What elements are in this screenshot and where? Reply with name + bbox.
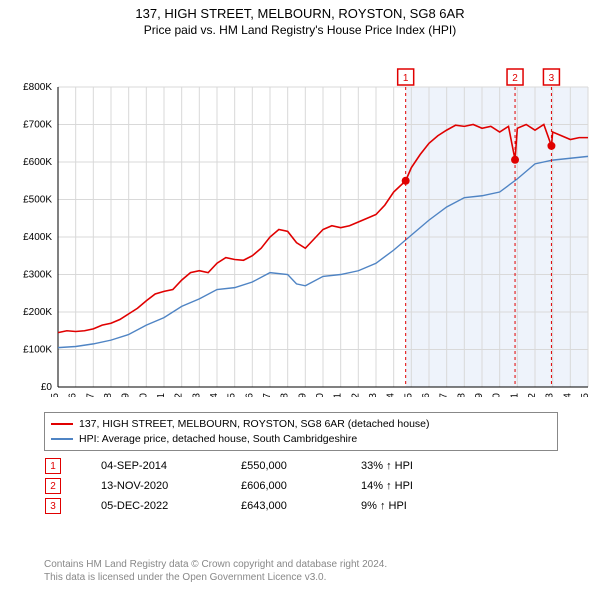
legend-swatch <box>51 423 73 425</box>
svg-text:2004: 2004 <box>209 393 220 397</box>
svg-text:2014: 2014 <box>386 393 397 397</box>
svg-text:£100K: £100K <box>23 345 52 356</box>
svg-text:2001: 2001 <box>156 393 167 397</box>
legend: 137, HIGH STREET, MELBOURN, ROYSTON, SG8… <box>44 412 558 451</box>
event-delta: 14% ↑ HPI <box>361 480 413 492</box>
event-date: 04-SEP-2014 <box>101 460 201 472</box>
event-price: £606,000 <box>241 480 321 492</box>
event-row: 3 05-DEC-2022 £643,000 9% ↑ HPI <box>45 498 413 514</box>
legend-row: 137, HIGH STREET, MELBOURN, ROYSTON, SG8… <box>51 417 551 432</box>
event-row: 2 13-NOV-2020 £606,000 14% ↑ HPI <box>45 478 413 494</box>
svg-text:2020: 2020 <box>492 393 503 397</box>
svg-text:2012: 2012 <box>350 393 361 397</box>
svg-text:1999: 1999 <box>121 393 132 397</box>
svg-text:1996: 1996 <box>68 393 79 397</box>
legend-swatch <box>51 438 73 440</box>
svg-text:1997: 1997 <box>85 393 96 397</box>
svg-text:1995: 1995 <box>50 393 61 397</box>
svg-text:2018: 2018 <box>456 393 467 397</box>
svg-text:£0: £0 <box>41 382 53 393</box>
footer: Contains HM Land Registry data © Crown c… <box>44 558 387 584</box>
svg-text:£600K: £600K <box>23 157 52 168</box>
event-price: £643,000 <box>241 500 321 512</box>
event-date: 13-NOV-2020 <box>101 480 201 492</box>
svg-text:£800K: £800K <box>23 82 52 93</box>
legend-label: 137, HIGH STREET, MELBOURN, ROYSTON, SG8… <box>79 417 430 432</box>
svg-text:2011: 2011 <box>333 393 344 397</box>
svg-text:£400K: £400K <box>23 232 52 243</box>
svg-text:2016: 2016 <box>421 393 432 397</box>
page-title: 137, HIGH STREET, MELBOURN, ROYSTON, SG8… <box>0 6 600 21</box>
svg-text:£700K: £700K <box>23 120 52 131</box>
svg-text:2013: 2013 <box>368 393 379 397</box>
event-price: £550,000 <box>241 460 321 472</box>
svg-text:2005: 2005 <box>227 393 238 397</box>
event-row: 1 04-SEP-2014 £550,000 33% ↑ HPI <box>45 458 413 474</box>
legend-label: HPI: Average price, detached house, Sout… <box>79 432 357 447</box>
svg-text:2008: 2008 <box>280 393 291 397</box>
svg-text:2003: 2003 <box>191 393 202 397</box>
svg-text:1998: 1998 <box>103 393 114 397</box>
svg-text:£200K: £200K <box>23 307 52 318</box>
svg-text:2021: 2021 <box>509 393 520 397</box>
svg-text:1: 1 <box>403 73 409 84</box>
svg-text:2019: 2019 <box>474 393 485 397</box>
svg-text:2025: 2025 <box>580 393 591 397</box>
svg-text:2015: 2015 <box>403 393 414 397</box>
legend-row: HPI: Average price, detached house, Sout… <box>51 432 551 447</box>
footer-line: This data is licensed under the Open Gov… <box>44 571 387 584</box>
svg-text:2006: 2006 <box>244 393 255 397</box>
svg-text:2000: 2000 <box>138 393 149 397</box>
event-date: 05-DEC-2022 <box>101 500 201 512</box>
footer-line: Contains HM Land Registry data © Crown c… <box>44 558 387 571</box>
events-table: 1 04-SEP-2014 £550,000 33% ↑ HPI 2 13-NO… <box>45 454 413 518</box>
svg-text:2024: 2024 <box>562 393 573 397</box>
svg-text:£500K: £500K <box>23 195 52 206</box>
svg-text:2010: 2010 <box>315 393 326 397</box>
event-delta: 9% ↑ HPI <box>361 500 407 512</box>
price-chart: £0 £100K £200K £300K £400K £500K £600K £700K £80… <box>0 37 600 397</box>
svg-text:2002: 2002 <box>174 393 185 397</box>
svg-text:2017: 2017 <box>439 393 450 397</box>
event-marker-icon: 1 <box>45 458 61 474</box>
svg-text:2023: 2023 <box>545 393 556 397</box>
event-marker-icon: 3 <box>45 498 61 514</box>
page-subtitle: Price paid vs. HM Land Registry's House … <box>0 23 600 37</box>
event-delta: 33% ↑ HPI <box>361 460 413 472</box>
svg-text:2009: 2009 <box>297 393 308 397</box>
svg-text:3: 3 <box>549 73 555 84</box>
svg-text:2022: 2022 <box>527 393 538 397</box>
event-marker-icon: 2 <box>45 478 61 494</box>
svg-text:£300K: £300K <box>23 270 52 281</box>
svg-text:2: 2 <box>512 73 518 84</box>
svg-text:2007: 2007 <box>262 393 273 397</box>
